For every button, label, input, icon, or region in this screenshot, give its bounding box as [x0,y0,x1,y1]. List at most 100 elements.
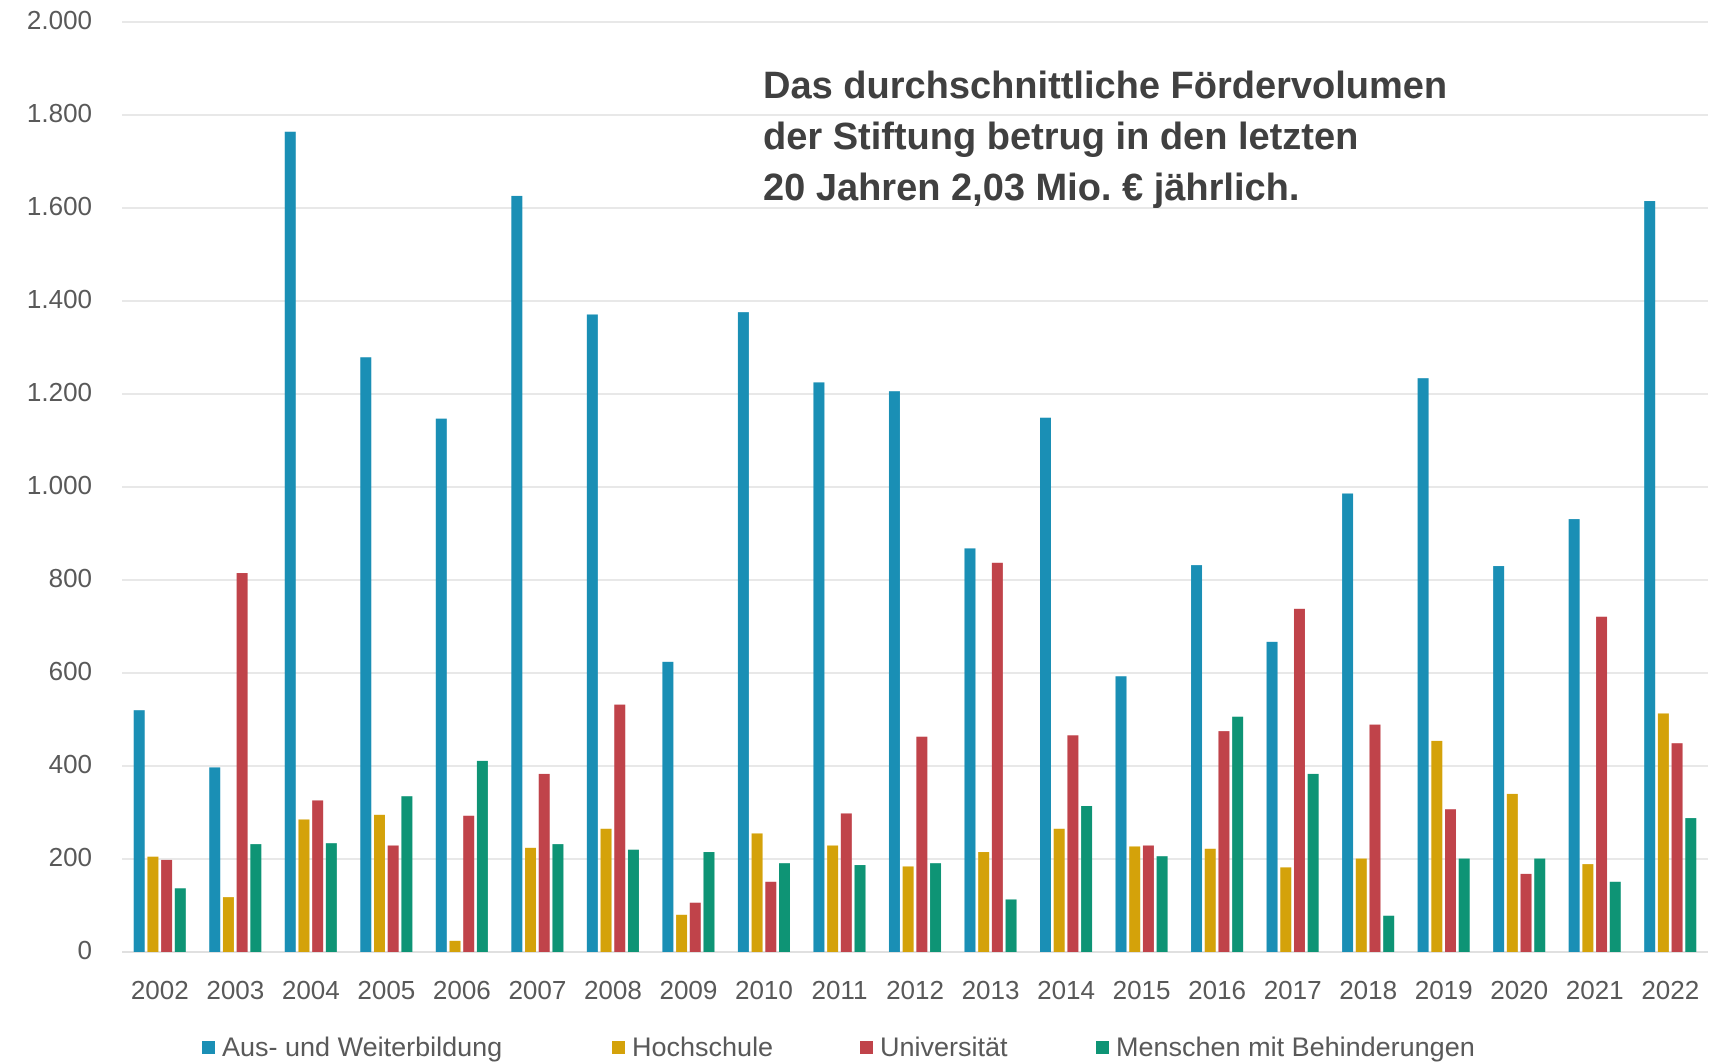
bar [1039,417,1051,953]
bar [525,847,537,952]
bar [689,902,701,952]
bar [779,863,791,952]
bar [401,796,413,952]
y-tick-label: 0 [78,935,92,965]
bar [765,881,777,952]
x-tick-label: 2012 [886,975,944,1005]
bar [1081,805,1093,952]
bar [1342,493,1354,952]
legend-label: Aus- und Weiterbildung [222,1032,502,1062]
bar [1671,743,1683,952]
y-tick-label: 1.000 [27,470,92,500]
bar [1142,845,1154,952]
bar [1053,828,1065,952]
bar [161,859,173,952]
bar [1232,716,1244,952]
x-tick-label: 2002 [131,975,189,1005]
x-tick-label: 2020 [1490,975,1548,1005]
bar [827,845,839,952]
bar [236,573,248,952]
bar [1568,519,1580,952]
legend-swatch [612,1041,625,1054]
bar [1657,713,1669,952]
bar [250,844,262,952]
bar [1129,846,1141,952]
bar [1293,608,1305,952]
bar [703,852,715,952]
bar [1445,809,1457,952]
x-tick-label: 2009 [660,975,718,1005]
y-tick-label: 1.200 [27,377,92,407]
bar [662,661,674,952]
y-tick-label: 2.000 [27,5,92,35]
bar [133,710,145,952]
bar [463,815,475,952]
bar [614,704,626,952]
bar [1156,856,1168,952]
x-tick-label: 2006 [433,975,491,1005]
bar [1417,378,1429,952]
bar [373,814,385,952]
bar [387,845,399,952]
legend-label: Hochschule [632,1032,773,1062]
bar [991,562,1003,952]
bar [284,131,296,953]
bar [1582,864,1594,952]
y-tick-label: 800 [49,563,92,593]
bar [813,382,825,952]
x-tick-label: 2017 [1264,975,1322,1005]
bar [1067,735,1079,952]
x-tick-label: 2014 [1037,975,1095,1005]
bar [1534,858,1546,952]
bar [538,773,550,952]
y-tick-label: 1.800 [27,98,92,128]
bar [360,357,372,952]
bar [1307,773,1319,952]
legend-label: Menschen mit Behinderungen [1116,1032,1475,1062]
x-tick-label: 2007 [508,975,566,1005]
bar [1115,676,1127,952]
legend-swatch [1096,1041,1109,1054]
y-tick-label: 400 [49,749,92,779]
bar [449,940,461,952]
legend-swatch [202,1041,215,1054]
bar [312,800,324,952]
x-tick-label: 2013 [962,975,1020,1005]
y-tick-label: 1.400 [27,284,92,314]
annotation: der Stiftung betrug in den letzten [763,116,1358,158]
bar [1005,899,1017,952]
bar [1355,858,1367,952]
x-tick-label: 2015 [1113,975,1171,1005]
bar [1609,881,1621,952]
x-tick-label: 2016 [1188,975,1246,1005]
x-tick-label: 2018 [1339,975,1397,1005]
x-tick-label: 2021 [1566,975,1624,1005]
legend-swatch [860,1041,873,1054]
bar [1596,616,1608,952]
legend-label: Universität [880,1032,1008,1062]
bar [840,813,852,952]
bar [676,914,688,952]
bar [325,843,337,952]
annotation: Das durchschnittliche Fördervolumen [763,65,1447,107]
bar [1644,201,1656,952]
bar [1218,731,1230,952]
x-tick-label: 2019 [1415,975,1473,1005]
bar [916,736,928,952]
bar [1204,848,1216,952]
x-tick-label: 2011 [812,975,868,1005]
bar [1369,724,1381,952]
bar [174,888,186,952]
bar [1506,793,1518,952]
bar [1431,740,1443,952]
bar [222,897,234,952]
bar [1493,566,1505,952]
bar [147,856,159,952]
bar [888,391,900,953]
bar [902,866,914,952]
bar [1280,867,1292,952]
bar [1520,873,1532,952]
y-tick-label: 200 [49,842,92,872]
bar [930,863,942,952]
